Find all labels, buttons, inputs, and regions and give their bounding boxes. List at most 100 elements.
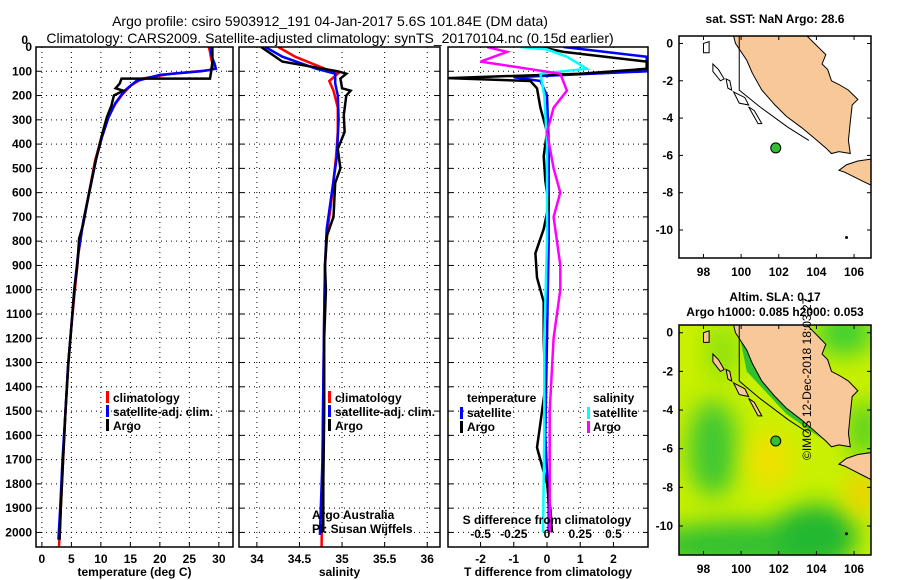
legend-swatch [328,419,331,431]
java-land [837,158,871,186]
x-tick-label: 2 [610,552,617,566]
x-axis-label: T difference from climatology [464,565,632,579]
y-tick-label-top: 0 [21,33,28,47]
sumatra-land [733,36,859,155]
y-tick-label: 0 [25,40,32,54]
series-line-climatology [57,47,215,547]
sumatra-land [733,325,859,448]
y-tick-label: 900 [12,258,32,272]
track-line [738,325,810,434]
plot-frame [447,46,649,548]
legend-label: climatology [113,391,180,405]
annotation-argo-australia: Argo Australia [312,508,395,522]
y-tick-label: 1600 [5,428,32,442]
lat-tick-label: -4 [662,403,673,417]
lat-tick-label: -8 [662,480,673,494]
y-tick-label: 2000 [5,525,32,539]
y-tick-label: 300 [12,113,32,127]
island [748,398,763,417]
x-tick-label: 0 [544,552,551,566]
island [712,62,725,82]
series-line-climatology [277,47,341,547]
y-tick-label: 200 [12,89,32,103]
x-tick-label: 5 [68,552,75,566]
lon-tick-label: 102 [769,562,789,576]
plot-frame [238,46,441,548]
sla-map-title-line1: Altim. SLA: 0.17 [729,290,821,304]
series-group [57,47,218,547]
legend-label: satellite [467,406,512,420]
x-tick-label: 35.5 [373,552,397,566]
x-tick-label: 36 [421,552,435,566]
legend-label: Argo [113,419,141,433]
series-line-satellite-adj-clim- [57,47,218,540]
island [732,90,750,106]
sla-map-content [679,325,871,555]
series-line-argo [58,47,214,540]
lat-tick-label: -6 [662,442,673,456]
legend-label: satellite-adj. clim. [335,405,435,419]
s-tick-label: 0 [544,527,551,541]
lon-tick-label: 98 [697,562,711,576]
legend-label: Argo [467,420,495,434]
legend-swatch [328,391,331,403]
legend-label: Argo [593,420,621,434]
x-tick-label: 20 [153,552,167,566]
x-tick-label: 34.5 [288,552,312,566]
legend-label: Argo [335,419,363,433]
argo-position-marker [770,142,782,154]
lon-tick-label: 106 [844,265,864,279]
lon-tick-label: 106 [844,562,864,576]
x-tick-label: 15 [124,552,138,566]
island [702,330,710,343]
x-tick-label: 35 [335,552,349,566]
x-tick-label: 1 [577,552,584,566]
sla-anomaly-region [707,325,738,382]
annotation-pi: PI: Susan Wijffels [312,522,413,536]
island [712,352,725,373]
x-tick-label: 0 [39,552,46,566]
legend-swatch [106,405,109,417]
s-tick-label: 0.25 [569,527,593,541]
lat-tick-label: -8 [662,186,673,200]
legend-label: satellite-adj. clim. [113,405,213,419]
sla-anomaly-region [848,400,871,459]
legend-swatch [587,407,590,419]
lat-tick-label: 0 [666,326,673,340]
legend-swatch [106,391,109,403]
lon-tick-label: 100 [731,562,751,576]
argo-position-marker [770,435,782,447]
sst-map-content [702,36,871,239]
track-line [738,36,810,141]
x-tick-label: 10 [94,552,108,566]
s-tick-label: -0.25 [500,527,528,541]
x-axis-label: temperature (deg C) [77,565,191,579]
christmas-island [845,532,849,536]
christmas-island [845,235,849,239]
lon-tick-label: 104 [806,562,826,576]
legend-swatch [328,405,331,417]
y-tick-label: 100 [12,64,32,78]
legend-label: satellite [593,406,638,420]
lat-tick-label: -2 [662,364,673,378]
sla-anomaly-region [688,400,738,498]
sla-anomaly-region [816,325,871,356]
y-tick-label: 400 [12,137,32,151]
x-tick-label: 30 [212,552,226,566]
island [748,106,763,125]
legend-swatch [106,419,109,431]
lat-tick-label: -10 [656,519,674,533]
y-tick-label: 1100 [6,307,32,321]
y-tick-label: 1500 [5,404,32,418]
y-tick-label: 500 [12,161,32,175]
plot-frame [35,46,234,548]
y-tick-label: 600 [12,186,32,200]
sst-map-title: sat. SST: NaN Argo: 28.6 [705,12,845,26]
x-tick-label: -1 [508,552,519,566]
legend-heading-salinity: salinity [593,391,635,405]
y-tick-label: 1000 [5,283,32,297]
lon-tick-label: 104 [806,265,826,279]
legend-label: climatology [335,391,402,405]
java-land [837,452,871,481]
